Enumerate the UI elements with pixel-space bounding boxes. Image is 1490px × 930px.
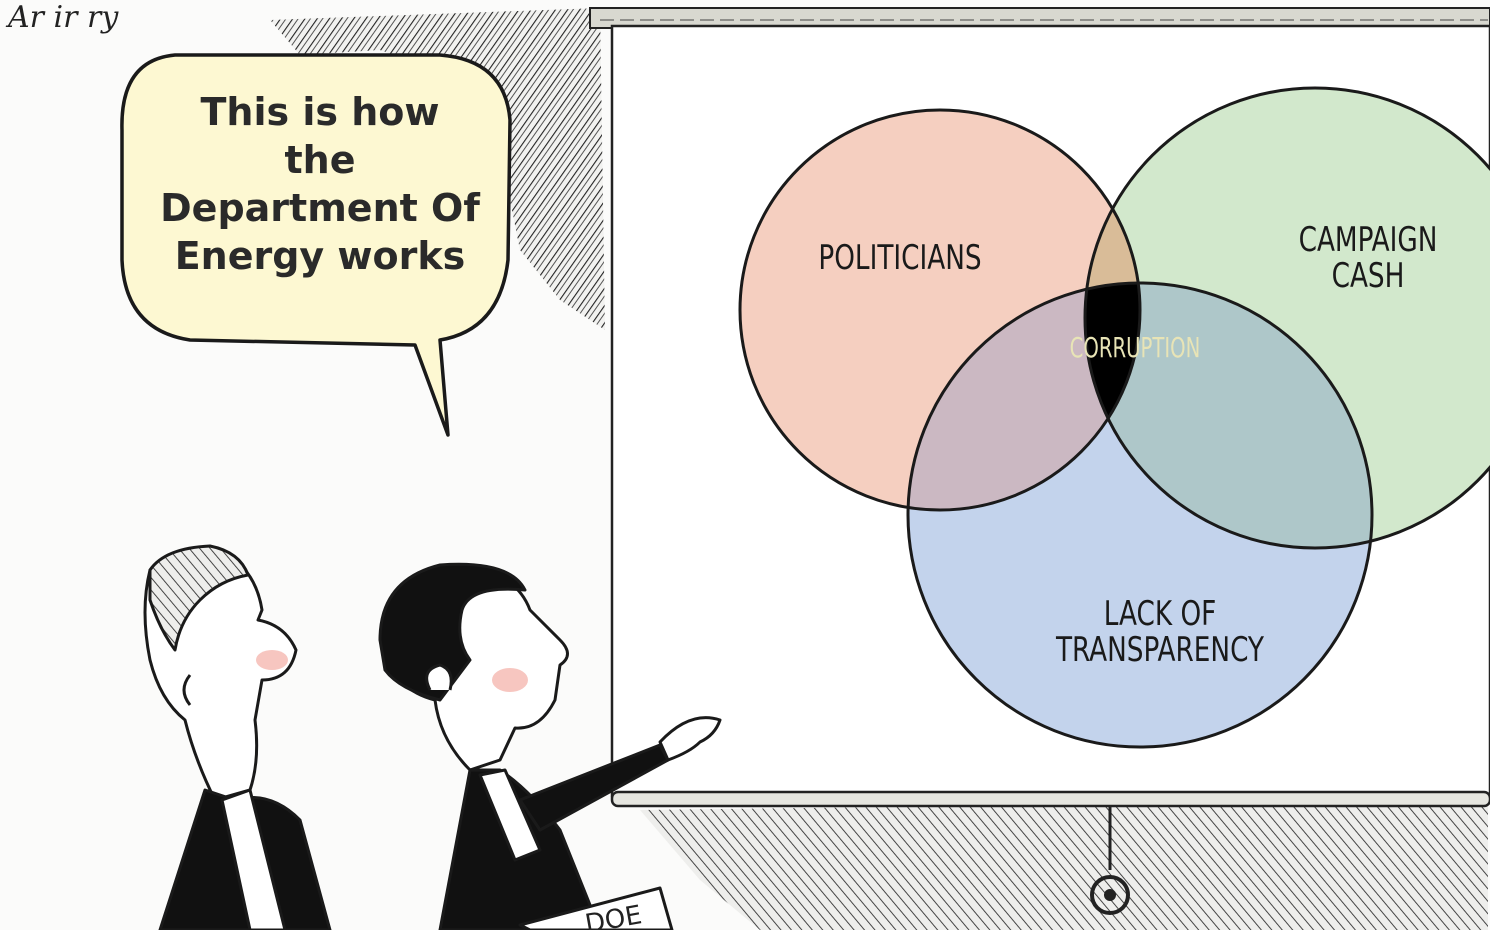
speech-line-2: the (284, 138, 356, 182)
speech-line-4: Energy works (174, 234, 466, 278)
wall-shadow-top (270, 8, 605, 330)
venn-label-lack-line-1: LACK OF (1103, 594, 1217, 634)
speech-line-1: This is how (200, 90, 440, 134)
venn-label-campaign-cash-line-2: CASH (1331, 256, 1405, 296)
man-left (143, 544, 332, 930)
venn-label-lack-line-2: TRANSPARENCY (1055, 630, 1264, 670)
venn-label-politicians: POLITICIANS (818, 238, 982, 278)
venn-diagram (738, 86, 1490, 749)
speech-line-3: Department Of (160, 186, 480, 230)
screen-bar-bottom (610, 790, 1490, 808)
venn-label-corruption: CORRUPTION (1069, 331, 1201, 364)
speech-bubble-text: This is how the Department Of Energy wor… (140, 88, 500, 280)
pull-ring (1090, 875, 1130, 915)
wall-shadow-bottom (640, 800, 1488, 930)
venn-label-lack-of-transparency: LACK OF TRANSPARENCY (1031, 596, 1289, 668)
man-presenter (378, 562, 722, 930)
venn-label-campaign-cash-line-1: CAMPAIGN (1298, 220, 1438, 260)
overlap-politicians-lack (908, 283, 1140, 510)
venn-label-campaign-cash: CAMPAIGN CASH (1248, 222, 1489, 294)
speech-bubble (120, 53, 512, 437)
artist-signature: Ar ir ry (8, 0, 119, 35)
